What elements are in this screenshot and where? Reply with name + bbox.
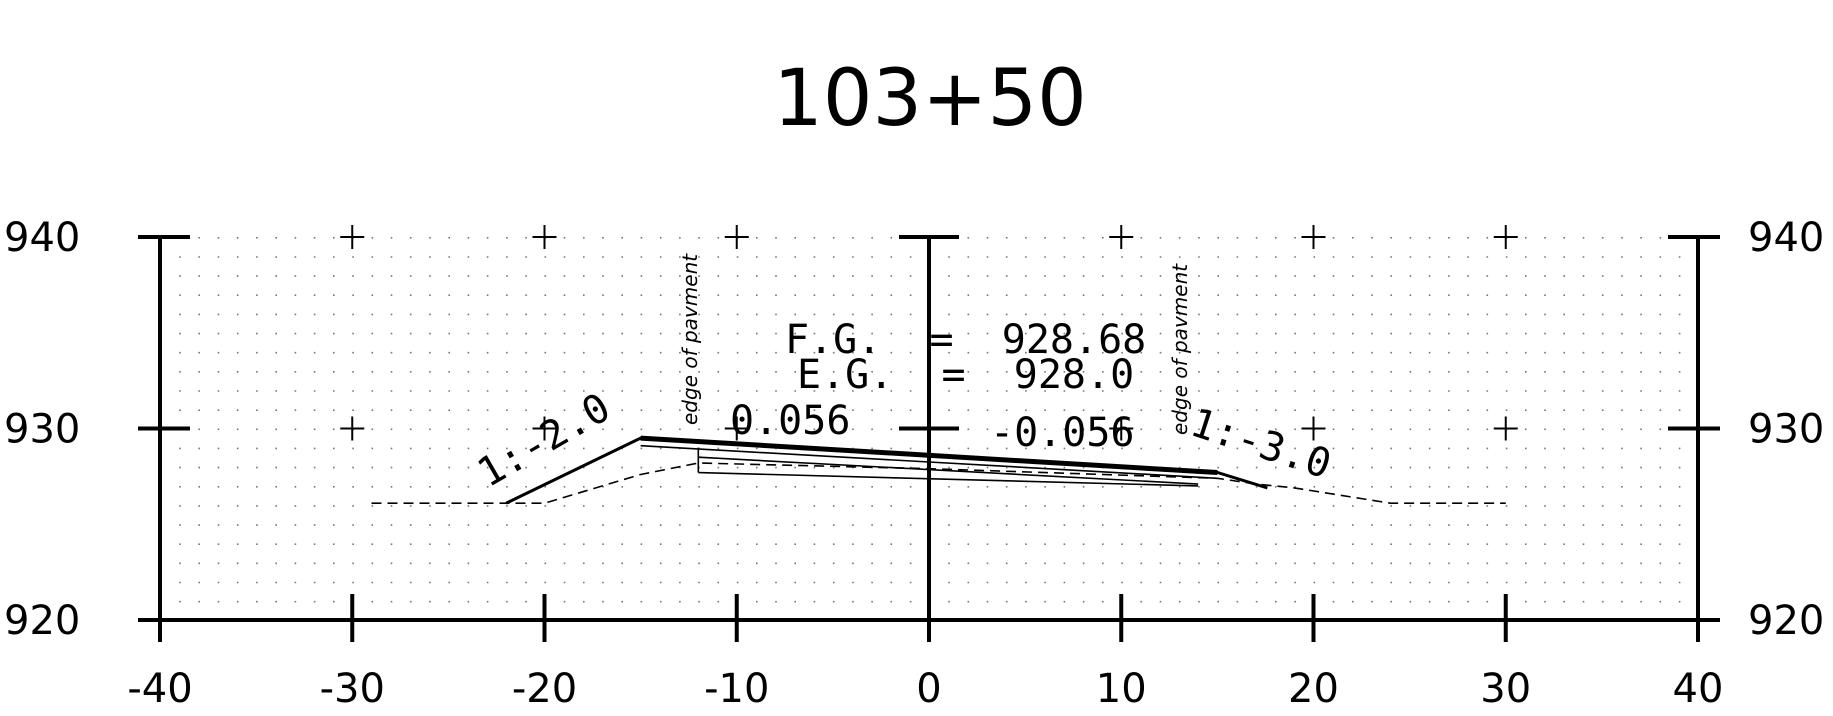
x-tick-label: -20 [512,666,577,712]
right-edge-of-pavement-label: edge of pavment [1168,263,1192,435]
right-y-tick-label: 920 [1748,598,1824,644]
left-slope-label: 1:-2.0 [470,385,618,497]
x-tick-label: 30 [1480,666,1531,712]
grid-plus-mark [1301,416,1326,441]
left-edge-of-pavement-label: edge of pavment [678,253,702,425]
grid-plus-mark [724,416,749,441]
existing-ground-line [371,462,1506,505]
grid-plus-mark [1109,225,1134,249]
grid-plus-mark [724,225,749,249]
right-y-tick-label: 930 [1748,407,1824,453]
left-y-tick-label: 920 [4,598,80,644]
tick-labels: -40 -30 -20 -10 0 10 20 30 40 940 930 920 940 930 920 [4,215,1824,712]
grid-plus-mark [1493,225,1518,249]
left-y-tick-label: 930 [4,407,80,453]
right-y-tick-label: 940 [1748,215,1824,261]
station-title: 103+50 [773,54,1087,144]
pavement-layer-line [698,456,1199,485]
x-tick-label: -30 [320,666,385,712]
right-slope-label: 1:-3.0 [1185,400,1337,488]
grid-plus-mark [1493,416,1518,441]
existing-grade-label: E.G. = 928.0 [797,352,1134,398]
x-tick-label: 20 [1288,666,1339,712]
grid-plus-mark [340,416,365,441]
x-tick-label: -40 [127,666,192,712]
x-tick-label: 40 [1673,666,1724,712]
x-tick-label: 10 [1096,666,1147,712]
pavement-surface-line [640,435,1218,476]
pavement-layer-line [640,444,1218,480]
grid-plus-mark [532,416,557,441]
x-tick-label: 0 [916,666,941,712]
cross-section-profile [371,435,1506,505]
axes [138,235,1720,642]
grid-plus-mark [1301,225,1326,249]
grid-plus-mark [532,225,557,249]
left-y-tick-label: 940 [4,215,80,261]
left-crossfall-label: 0.056 [730,398,850,444]
finished-grade-label: F.G. = 928.68 [785,317,1146,363]
right-crossfall-label: -0.056 [990,410,1135,456]
grid-plus-mark [1109,416,1134,441]
grid-plus-mark [340,225,365,249]
x-tick-label: -10 [704,666,769,712]
grid-crosshairs [340,225,1518,441]
pavement-layer-line [698,471,1199,487]
